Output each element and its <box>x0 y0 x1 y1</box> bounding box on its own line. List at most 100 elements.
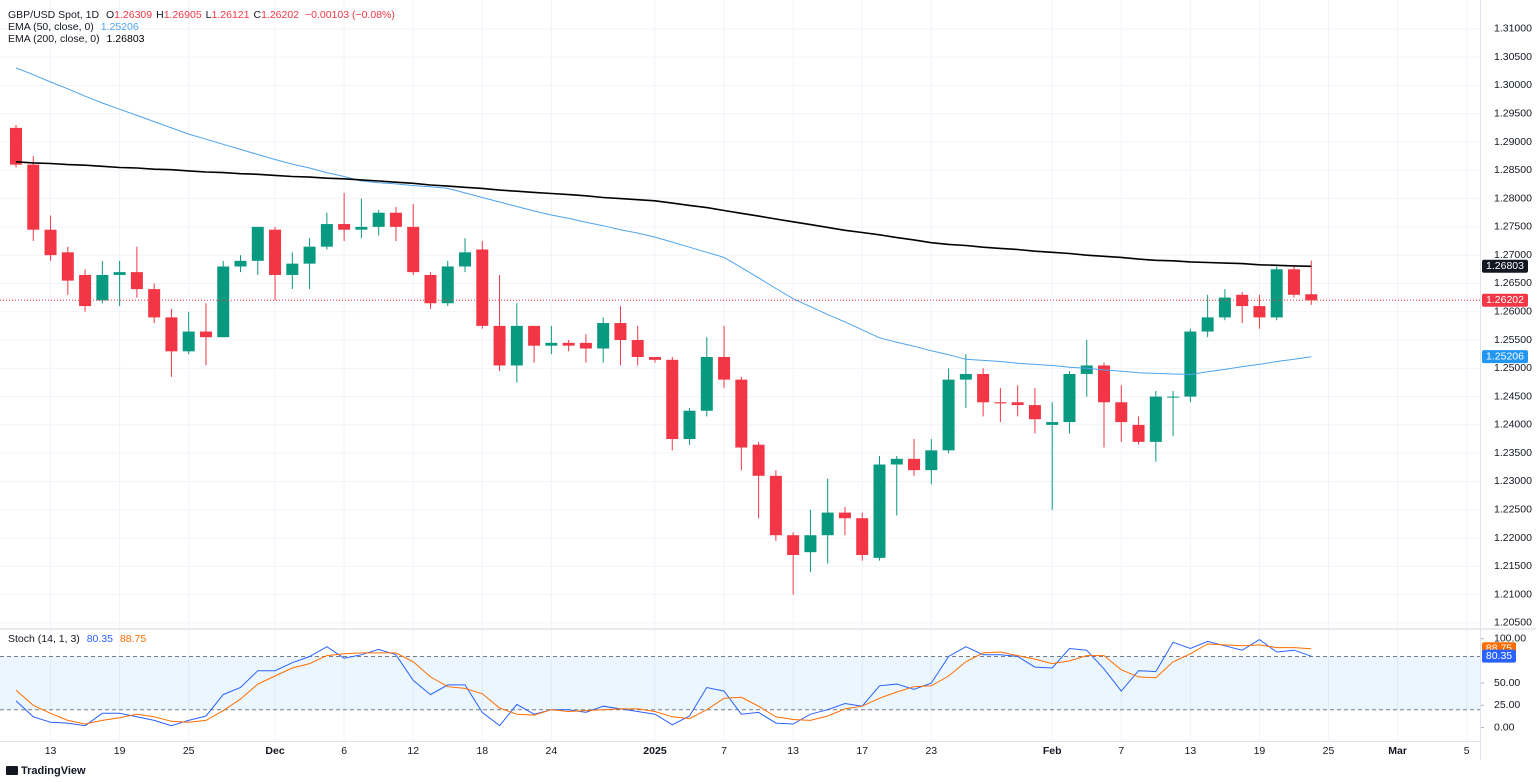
ohlc-value: 1.26202 <box>261 9 299 21</box>
candle-body <box>1287 269 1300 295</box>
x-tick-label: 18 <box>476 745 488 757</box>
candle-body <box>994 402 1007 404</box>
y-tick-label: 1.26500 <box>1494 277 1532 289</box>
candle-body <box>1253 306 1266 318</box>
y-tick-label: 1.23000 <box>1494 475 1532 487</box>
candle-body <box>597 323 610 349</box>
x-tick-label: 5 <box>1464 745 1470 757</box>
band-fill <box>0 656 1480 710</box>
candle-body <box>769 475 782 536</box>
candle-body <box>79 274 92 307</box>
stoch-k-value: 80.35 <box>87 633 113 645</box>
ema-legend: EMA (50, close, 0) 1.25206 <box>8 21 139 33</box>
candle-body <box>804 535 817 553</box>
candle-body <box>614 323 627 341</box>
y-tick-label: 1.21000 <box>1494 588 1532 600</box>
price-tag-label: 80.35 <box>1486 650 1512 662</box>
candle-body <box>1201 317 1214 332</box>
candle-body <box>890 458 903 465</box>
x-tick-label: 7 <box>721 745 727 757</box>
y-tick-label: 1.30500 <box>1494 51 1532 63</box>
ohlc-key: H <box>156 9 164 21</box>
candle-body <box>1149 396 1162 442</box>
candle-body <box>286 263 299 275</box>
y-tick-label: 1.22500 <box>1494 504 1532 516</box>
candle-body <box>303 246 316 264</box>
y-tick-label: 1.26000 <box>1494 306 1532 318</box>
candle-body <box>838 512 851 519</box>
candle-body <box>424 274 437 304</box>
candle-body <box>251 226 264 261</box>
candle-body <box>1305 294 1318 301</box>
x-tick-label: 12 <box>407 745 419 757</box>
logo-icon <box>6 766 18 775</box>
candle-body <box>269 229 282 275</box>
price-tag-label: 1.26803 <box>1486 260 1524 272</box>
x-tick-label: 7 <box>1118 745 1124 757</box>
ema-legend: EMA (200, close, 0) 1.26803 <box>8 33 145 45</box>
candle-body <box>545 342 558 346</box>
x-tick-label: Mar <box>1388 745 1407 757</box>
candle-body <box>1184 331 1197 397</box>
stoch-name: Stoch (14, 1, 3) <box>8 633 80 645</box>
candle-body <box>1132 424 1145 442</box>
x-tick-label: 23 <box>925 745 937 757</box>
candle-body <box>735 379 748 448</box>
candle-body <box>977 373 990 403</box>
y-tick-label: 1.21500 <box>1494 560 1532 572</box>
ema-value: 1.26803 <box>107 33 145 45</box>
candle-body <box>856 518 869 556</box>
x-tick-label: Dec <box>265 745 284 757</box>
stoch-d-value: 88.75 <box>120 633 146 645</box>
x-tick-label: 19 <box>1254 745 1266 757</box>
ohlc-value: 1.26309 <box>114 9 152 21</box>
y-tick-label: 100.00 <box>1494 632 1526 644</box>
x-tick-label: 2025 <box>643 745 667 757</box>
candle-body <box>44 229 57 256</box>
ema-name: EMA (200, close, 0) <box>8 33 100 45</box>
y-tick-label: 0.00 <box>1494 721 1515 733</box>
candle-body <box>528 325 541 346</box>
candle-body <box>683 410 696 440</box>
candle-body <box>441 266 454 304</box>
y-tick-label: 1.28000 <box>1494 192 1532 204</box>
change: −0.00103 (−0.08%) <box>305 9 395 21</box>
y-tick-label: 1.28500 <box>1494 164 1532 176</box>
candle-body <box>821 512 834 536</box>
candle-body <box>320 224 333 247</box>
candle-body <box>700 356 713 411</box>
candle-body <box>1115 402 1128 423</box>
candle-body <box>459 252 472 267</box>
candle-body <box>493 325 506 366</box>
candle-body <box>873 464 886 558</box>
candle-body <box>27 164 40 230</box>
ema-name: EMA (50, close, 0) <box>8 21 94 33</box>
candle-body <box>372 212 385 227</box>
ohlc-key: C <box>253 9 261 21</box>
candle-body <box>718 356 731 380</box>
logo[interactable]: TradingView <box>6 765 86 777</box>
x-tick-label: 25 <box>1323 745 1335 757</box>
stoch-line <box>15 638 1312 727</box>
candle-body <box>96 274 109 301</box>
y-tick-label: 1.29000 <box>1494 136 1532 148</box>
ohlc-key: O <box>106 9 114 21</box>
candle-body <box>389 212 402 227</box>
y-tick-label: 1.22000 <box>1494 532 1532 544</box>
main-legend: GBP/USD Spot, 1D O1.26309 H1.26905 L1.2612… <box>8 9 395 21</box>
y-tick-label: 1.31000 <box>1494 23 1532 35</box>
candle-body <box>199 331 212 338</box>
y-tick-label: 1.30000 <box>1494 79 1532 91</box>
price-tag <box>1482 259 1528 273</box>
y-tick-label: 1.24000 <box>1494 419 1532 431</box>
candle-body <box>1028 405 1041 420</box>
ema-line <box>15 67 1312 376</box>
y-tick-label: 1.20500 <box>1494 617 1532 629</box>
ema-line <box>15 161 1312 268</box>
stoch-line <box>15 643 1312 725</box>
ema-value: 1.25206 <box>101 21 139 33</box>
candle-body <box>925 450 938 471</box>
